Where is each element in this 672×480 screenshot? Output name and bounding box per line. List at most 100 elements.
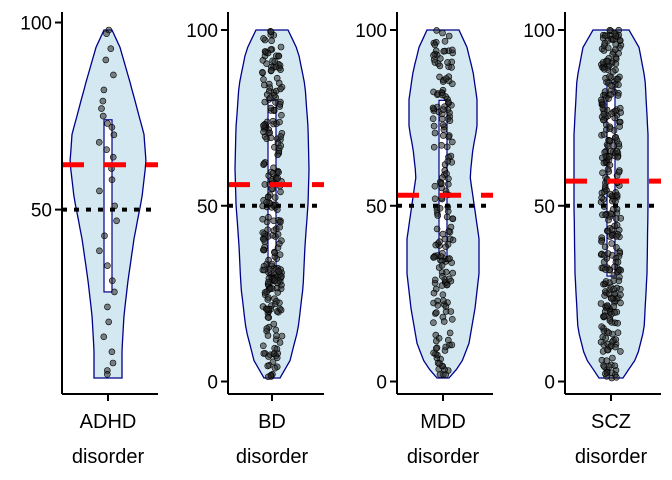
data-point [104, 262, 111, 270]
data-point [436, 360, 443, 367]
data-point [439, 91, 446, 99]
x-axis-title: disorder [72, 446, 145, 468]
data-point [597, 338, 605, 346]
data-point [612, 134, 620, 141]
data-point [430, 143, 438, 151]
data-point [103, 146, 110, 153]
data-point [430, 349, 437, 357]
data-point [100, 86, 108, 94]
data-point [438, 174, 446, 181]
y-tick-label: 100 [523, 21, 555, 42]
data-point [605, 329, 613, 337]
data-point [103, 30, 110, 38]
data-point [602, 278, 610, 285]
data-point [259, 342, 267, 350]
data-point [441, 347, 449, 354]
data-point [276, 223, 284, 231]
data-point [601, 370, 609, 378]
data-point [259, 229, 267, 236]
data-point [446, 329, 454, 337]
data-point [600, 312, 608, 320]
data-point [439, 291, 447, 299]
data-point [431, 59, 439, 66]
data-point [261, 98, 269, 106]
data-point [107, 45, 115, 53]
data-point [260, 160, 268, 167]
data-point [614, 92, 622, 99]
data-point [440, 318, 448, 325]
data-point [599, 169, 606, 177]
y-tick-label: 100 [355, 21, 387, 42]
data-point [616, 118, 624, 126]
data-point [605, 290, 613, 298]
data-point [260, 76, 267, 83]
data-point [99, 97, 107, 105]
data-point [439, 29, 446, 37]
data-point [612, 215, 620, 222]
data-point [278, 273, 285, 280]
data-point [448, 80, 456, 88]
data-point [604, 250, 612, 257]
data-point [601, 39, 609, 47]
data-point [602, 266, 609, 273]
data-point [439, 132, 447, 139]
data-point [601, 243, 609, 251]
data-point [440, 126, 448, 133]
data-point [430, 88, 437, 96]
data-point [277, 43, 285, 51]
data-point [266, 94, 274, 102]
y-tick-label: 50 [366, 197, 387, 218]
y-tick-label: 0 [207, 373, 218, 394]
data-point [604, 44, 612, 52]
data-point [446, 117, 454, 124]
y-tick-label: 50 [31, 201, 52, 222]
data-point [277, 306, 285, 314]
data-point [448, 315, 456, 323]
data-point [260, 81, 268, 89]
data-point [600, 159, 608, 167]
data-point [259, 69, 266, 76]
data-point [441, 37, 449, 45]
data-point [269, 170, 277, 177]
x-axis-title: disorder [575, 446, 648, 468]
data-point [613, 147, 621, 155]
data-point [434, 301, 442, 309]
data-point [442, 75, 450, 82]
data-point [445, 32, 453, 40]
data-point [600, 110, 608, 118]
data-point [445, 133, 453, 141]
data-point [276, 251, 284, 258]
data-point [448, 46, 456, 54]
data-point [445, 175, 452, 182]
data-point [430, 51, 437, 59]
data-point [613, 191, 621, 199]
data-point [598, 238, 605, 245]
data-point [614, 153, 622, 161]
data-point [611, 114, 619, 122]
data-point [445, 227, 453, 235]
data-point [598, 323, 606, 331]
data-point [105, 318, 112, 326]
data-point [277, 133, 285, 140]
data-point [430, 122, 438, 130]
data-point [610, 285, 618, 293]
data-point [273, 297, 280, 305]
data-point [272, 326, 280, 334]
data-point [99, 112, 107, 120]
data-point [108, 176, 116, 183]
data-point [609, 354, 616, 362]
data-point [605, 216, 612, 224]
data-point [597, 300, 605, 307]
data-point [612, 55, 620, 63]
data-point [98, 105, 105, 112]
data-point [264, 373, 272, 381]
data-point [616, 37, 624, 44]
data-point [447, 308, 455, 315]
data-point [608, 226, 616, 233]
data-point [438, 115, 446, 123]
data-point [604, 346, 611, 354]
category-label: SCZ [591, 411, 631, 433]
data-point [113, 217, 120, 225]
data-point [109, 359, 117, 367]
data-point [609, 68, 617, 75]
